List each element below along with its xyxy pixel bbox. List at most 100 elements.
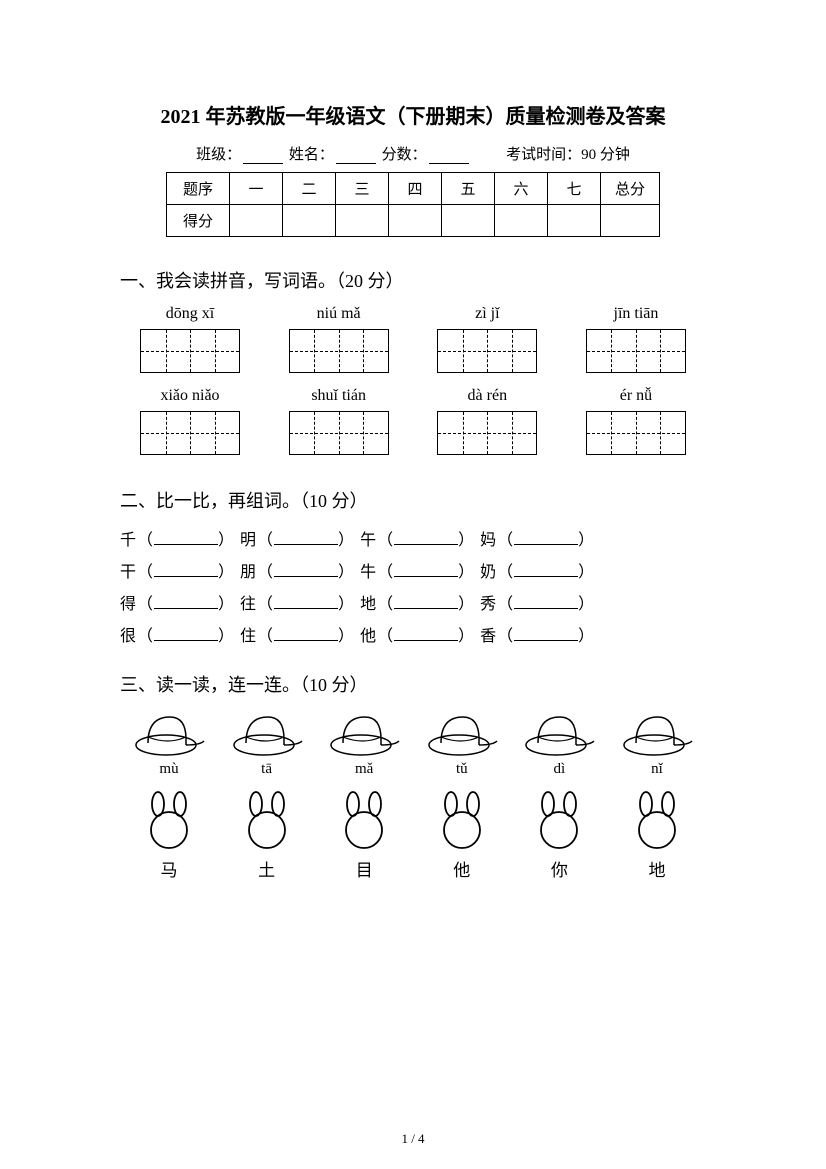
bunny-icon	[319, 790, 409, 852]
compare-blank[interactable]	[274, 530, 338, 545]
score-col: 五	[442, 173, 495, 205]
hat-pinyin-row: mùtāmǎtǔdìnǐ	[120, 757, 706, 778]
score-col: 四	[389, 173, 442, 205]
compare-char: 香（	[480, 628, 514, 645]
hat-icon	[514, 709, 604, 757]
time-label: 考试时间：90 分钟	[506, 147, 630, 163]
compare-char: 午（	[360, 532, 394, 549]
score-cell[interactable]	[283, 205, 336, 237]
compare-blank[interactable]	[514, 594, 578, 609]
compare-char: 地（	[360, 596, 394, 613]
write-box[interactable]	[140, 329, 240, 373]
hat-icon	[319, 709, 409, 757]
compare-char: 奶（	[480, 564, 514, 581]
compare-blank[interactable]	[154, 594, 218, 609]
score-col: 七	[548, 173, 601, 205]
compare-blank[interactable]	[394, 626, 458, 641]
name-blank[interactable]	[336, 149, 376, 164]
compare-blank[interactable]	[514, 626, 578, 641]
hat-icon	[124, 709, 214, 757]
score-cell[interactable]	[442, 205, 495, 237]
score-col: 二	[283, 173, 336, 205]
compare-blank[interactable]	[274, 562, 338, 577]
bunny-icon	[514, 790, 604, 852]
score-cell[interactable]	[336, 205, 389, 237]
compare-blank[interactable]	[154, 562, 218, 577]
bunny-icon	[222, 790, 312, 852]
compare-char: 他（	[360, 628, 394, 645]
bunny-char-label: 土	[222, 856, 312, 881]
compare-char: 朋（	[240, 564, 274, 581]
score-col: 三	[336, 173, 389, 205]
compare-blank[interactable]	[514, 530, 578, 545]
write-box[interactable]	[289, 329, 389, 373]
compare-blank[interactable]	[514, 562, 578, 577]
compare-blank[interactable]	[394, 562, 458, 577]
bunny-char-label: 你	[514, 856, 604, 881]
class-blank[interactable]	[243, 149, 283, 164]
compare-char: 住（	[240, 628, 274, 645]
write-box[interactable]	[289, 411, 389, 455]
score-cell[interactable]	[548, 205, 601, 237]
write-box[interactable]	[437, 411, 537, 455]
score-cell[interactable]	[389, 205, 442, 237]
hat-pinyin-label: nǐ	[612, 761, 702, 778]
bunny-char-label: 他	[417, 856, 507, 881]
bunny-char-label: 地	[612, 856, 702, 881]
score-blank[interactable]	[429, 149, 469, 164]
compare-blank[interactable]	[274, 626, 338, 641]
compare-char: 牛（	[360, 564, 394, 581]
bunny-icon	[417, 790, 507, 852]
hat-icon	[222, 709, 312, 757]
score-col: 一	[230, 173, 283, 205]
pinyin-row-2: xiǎo niǎo shuǐ tián dà rén ér nǚ	[120, 387, 706, 469]
score-row-label: 得分	[167, 205, 230, 237]
score-label: 分数：	[382, 147, 427, 163]
section3-heading: 三、读一读，连一连。（10 分）	[120, 671, 706, 697]
pinyin-label: zì jǐ	[427, 305, 547, 323]
section2-heading: 二、比一比，再组词。（10 分）	[120, 487, 706, 513]
pinyin-label: dà rén	[427, 387, 547, 405]
compare-blank[interactable]	[394, 594, 458, 609]
page-number: 1 / 4	[0, 1131, 826, 1147]
score-col: 六	[495, 173, 548, 205]
info-line: 班级： 姓名： 分数： 考试时间：90 分钟	[120, 143, 706, 164]
compare-char: 得（	[120, 596, 154, 613]
compare-line: 得（） 往（） 地（） 秀（）	[120, 589, 706, 621]
write-box[interactable]	[140, 411, 240, 455]
compare-char: 千（	[120, 532, 154, 549]
score-total-label: 总分	[601, 173, 660, 205]
compare-char: 干（	[120, 564, 154, 581]
compare-line: 很（） 住（） 他（） 香（）	[120, 621, 706, 653]
compare-char: 妈（	[480, 532, 514, 549]
pinyin-label: xiǎo niǎo	[130, 387, 250, 405]
hat-pinyin-label: mù	[124, 761, 214, 778]
hat-pinyin-label: mǎ	[319, 761, 409, 778]
hat-pinyin-label: dì	[514, 761, 604, 778]
score-cell[interactable]	[230, 205, 283, 237]
score-cell[interactable]	[495, 205, 548, 237]
pinyin-label: jīn tiān	[576, 305, 696, 323]
hat-pinyin-label: tǔ	[417, 761, 507, 778]
compare-blank[interactable]	[154, 530, 218, 545]
section1-heading: 一、我会读拼音，写词语。（20 分）	[120, 267, 706, 293]
bunny-char-row: 马土目他你地	[120, 852, 706, 881]
pinyin-label: niú mǎ	[279, 305, 399, 323]
write-box[interactable]	[586, 329, 686, 373]
write-box[interactable]	[586, 411, 686, 455]
write-box[interactable]	[437, 329, 537, 373]
pinyin-row-1: dōng xī niú mǎ zì jǐ jīn tiān	[120, 305, 706, 387]
pinyin-label: dōng xī	[130, 305, 250, 323]
bunny-row	[120, 790, 706, 852]
compare-blank[interactable]	[154, 626, 218, 641]
compare-blank[interactable]	[394, 530, 458, 545]
compare-blank[interactable]	[274, 594, 338, 609]
hat-row	[120, 709, 706, 757]
compare-char: 很（	[120, 628, 154, 645]
name-label: 姓名：	[289, 147, 334, 163]
hat-icon	[612, 709, 702, 757]
compare-char: 往（	[240, 596, 274, 613]
bunny-char-label: 目	[319, 856, 409, 881]
hat-pinyin-label: tā	[222, 761, 312, 778]
score-cell[interactable]	[601, 205, 660, 237]
